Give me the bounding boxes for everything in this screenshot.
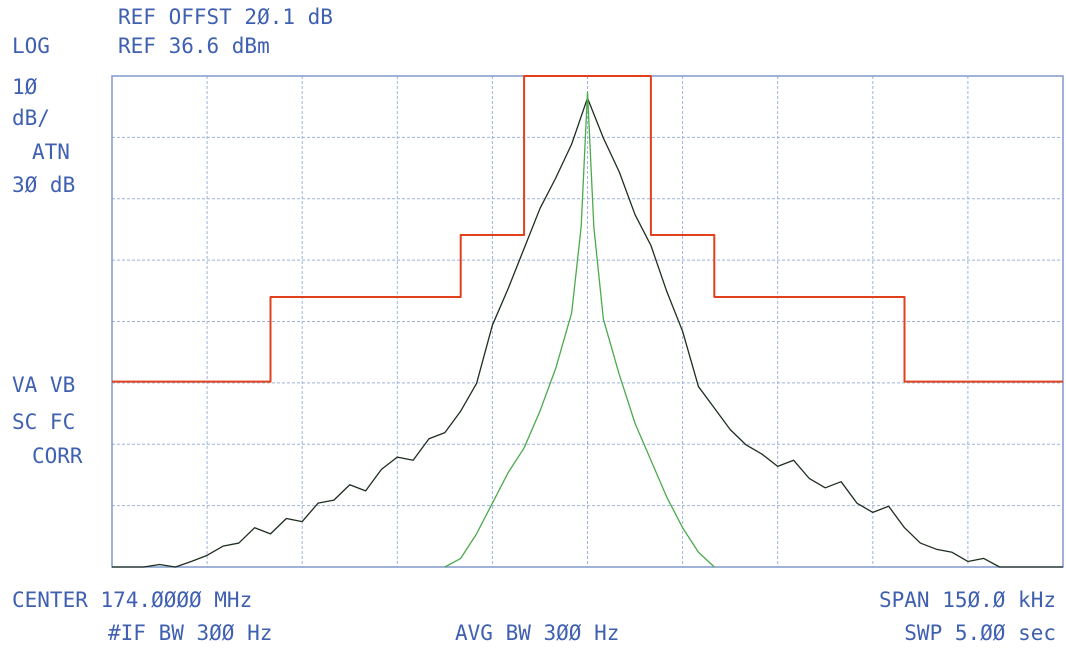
if-bw: #IF BW 3ØØ Hz: [108, 621, 272, 645]
scale-unit: dB/: [12, 106, 50, 130]
status-2: SC FC: [12, 410, 75, 434]
center-freq: CENTER 174.ØØØØ MHz: [12, 588, 252, 612]
atten-value: 3Ø dB: [12, 173, 75, 197]
sweep: SWP 5.ØØ sec: [904, 621, 1056, 645]
trace: [444, 91, 715, 568]
status-3: CORR: [32, 444, 83, 468]
avg-bw: AVG BW 3ØØ Hz: [455, 621, 619, 645]
trace: [112, 75, 1063, 383]
atten-label: ATN: [32, 140, 70, 164]
ref-offset: REF OFFST 2Ø.1 dB: [118, 5, 333, 29]
scale-value: 1Ø: [12, 75, 38, 99]
status-1: VA VB: [12, 373, 75, 397]
ref-level: REF 36.6 dBm: [118, 34, 270, 58]
span: SPAN 15Ø.Ø kHz: [879, 588, 1056, 612]
scale-mode: LOG: [12, 34, 50, 58]
